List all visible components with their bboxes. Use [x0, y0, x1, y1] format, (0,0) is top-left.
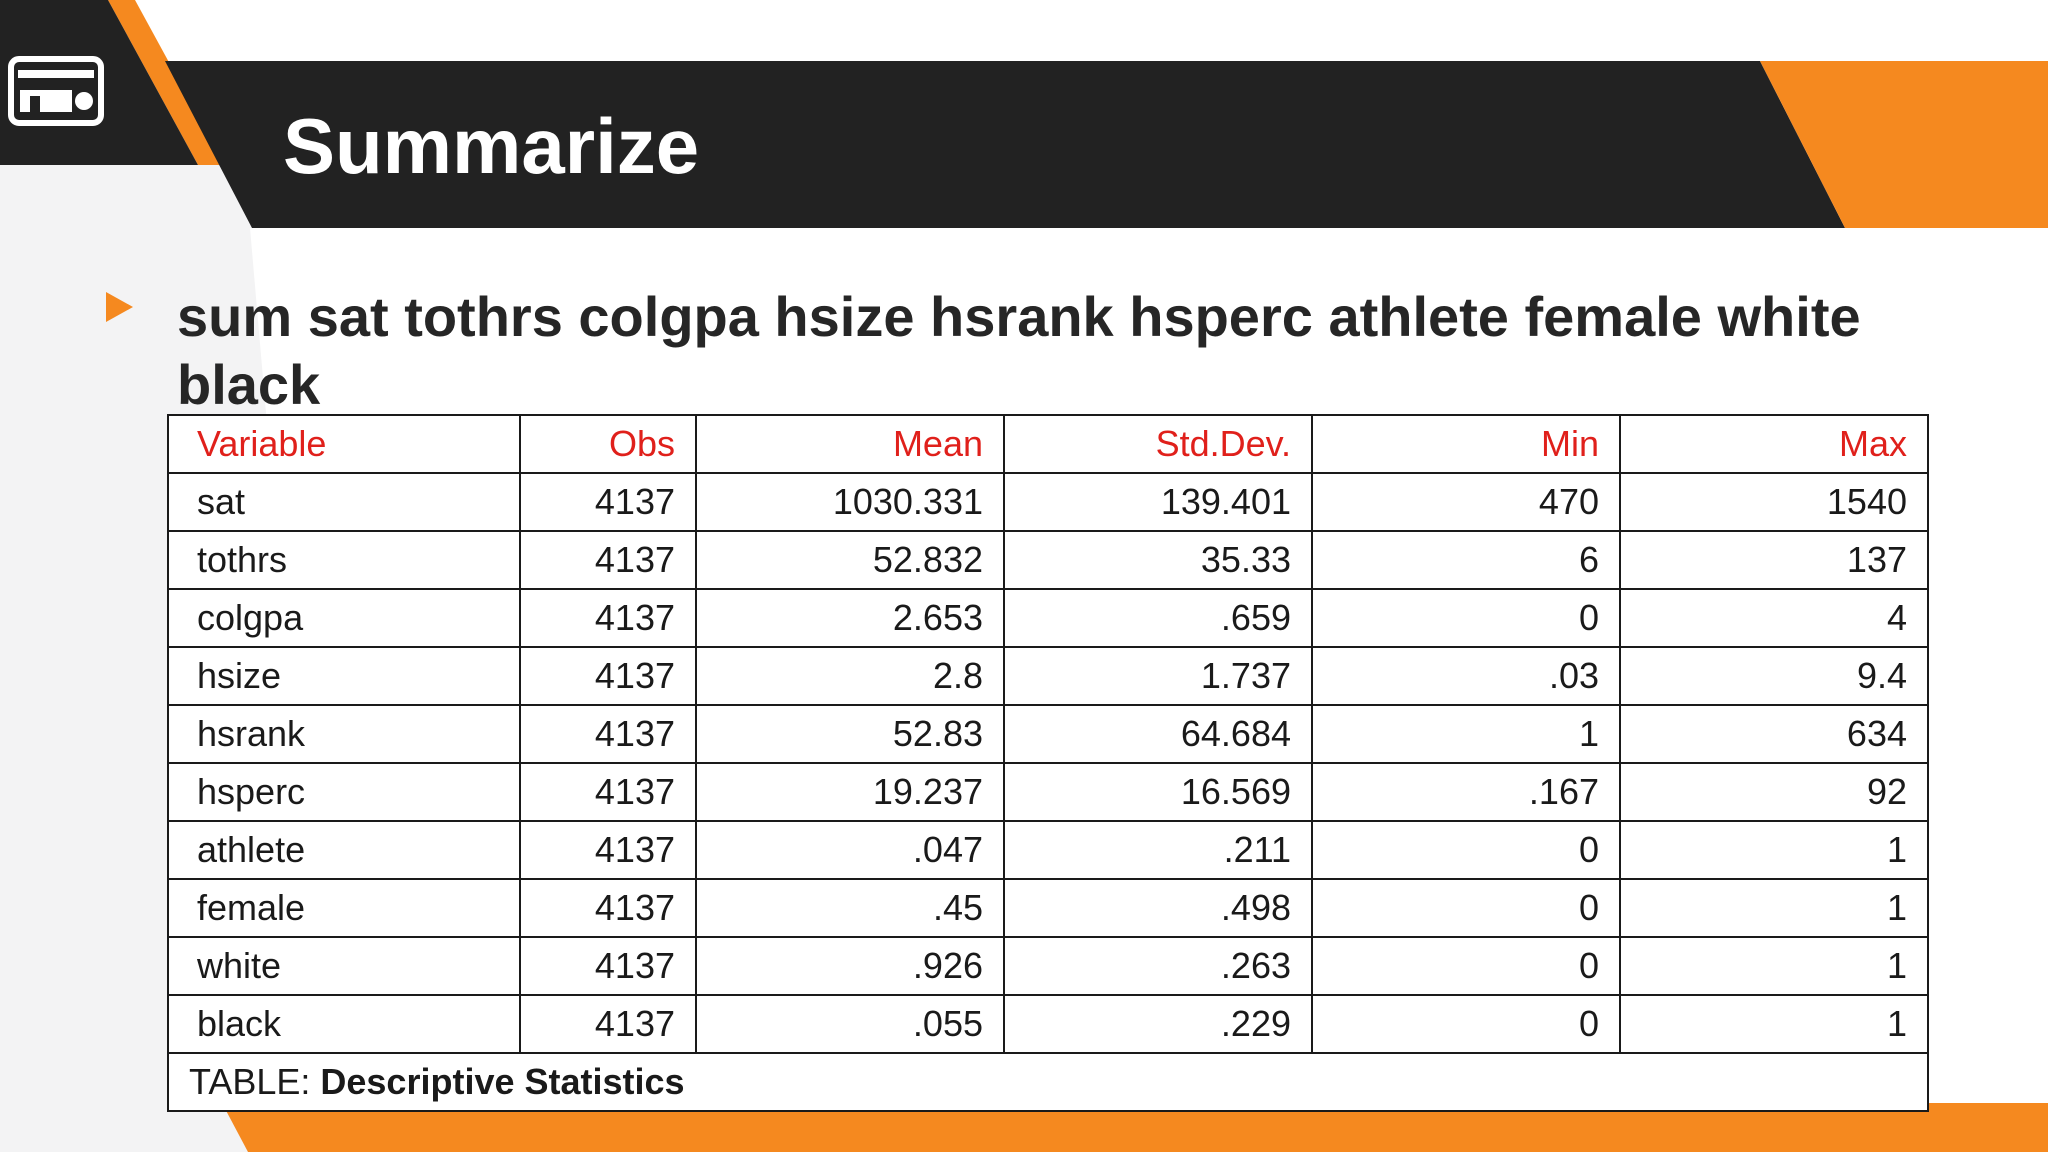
slide-title: Summarize: [283, 102, 700, 190]
column-header: Mean: [695, 414, 1005, 474]
min-cell: .167: [1311, 762, 1621, 822]
mean-cell: .45: [695, 878, 1005, 938]
column-header: Max: [1619, 414, 1929, 474]
column-header: Obs: [519, 414, 697, 474]
column-header: Std.Dev.: [1003, 414, 1313, 474]
max-cell: 1: [1619, 820, 1929, 880]
orange-top-left-stripe: [108, 0, 225, 165]
mean-cell: 2.8: [695, 646, 1005, 706]
mean-cell: 52.832: [695, 530, 1005, 590]
table-row: black 4137 .055 .229 0 1: [167, 994, 1929, 1054]
bullet-arrow-icon: [106, 292, 133, 322]
min-cell: 0: [1311, 994, 1621, 1054]
std-dev-cell: 16.569: [1003, 762, 1313, 822]
table-row: hsperc 4137 19.237 16.569 .167 92: [167, 762, 1929, 822]
variable-cell: hsize: [167, 646, 521, 706]
min-cell: 1: [1311, 704, 1621, 764]
max-cell: 1: [1619, 994, 1929, 1054]
std-dev-cell: .659: [1003, 588, 1313, 648]
max-cell: 4: [1619, 588, 1929, 648]
std-dev-cell: .211: [1003, 820, 1313, 880]
obs-cell: 4137: [519, 646, 697, 706]
table-row: hsize 4137 2.8 1.737 .03 9.4: [167, 646, 1929, 706]
mean-cell: 1030.331: [695, 472, 1005, 532]
table-row: sat 4137 1030.331 139.401 470 1540: [167, 472, 1929, 532]
mean-cell: .055: [695, 994, 1005, 1054]
max-cell: 634: [1619, 704, 1929, 764]
obs-cell: 4137: [519, 762, 697, 822]
min-cell: 0: [1311, 588, 1621, 648]
std-dev-cell: .263: [1003, 936, 1313, 996]
stata-command: sum sat tothrs colgpa hsize hsrank hsper…: [177, 285, 1861, 416]
mean-cell: 52.83: [695, 704, 1005, 764]
std-dev-cell: 139.401: [1003, 472, 1313, 532]
variable-cell: athlete: [167, 820, 521, 880]
table-caption: TABLE: Descriptive Statistics: [167, 1052, 1929, 1112]
obs-cell: 4137: [519, 530, 697, 590]
orange-bottom-stripe: [222, 1103, 2048, 1152]
std-dev-cell: .229: [1003, 994, 1313, 1054]
dark-title-band: [165, 61, 1845, 228]
min-cell: .03: [1311, 646, 1621, 706]
column-header: Min: [1311, 414, 1621, 474]
variable-cell: hsrank: [167, 704, 521, 764]
table-row: athlete 4137 .047 .211 0 1: [167, 820, 1929, 880]
card-icon: [8, 56, 104, 126]
obs-cell: 4137: [519, 820, 697, 880]
obs-cell: 4137: [519, 936, 697, 996]
table-header-row: Variable Obs Mean Std.Dev. Min Max: [167, 414, 1929, 474]
min-cell: 0: [1311, 878, 1621, 938]
orange-right-accent: [1760, 61, 2048, 228]
variable-cell: tothrs: [167, 530, 521, 590]
table-row: tothrs 4137 52.832 35.33 6 137: [167, 530, 1929, 590]
table-row: female 4137 .45 .498 0 1: [167, 878, 1929, 938]
column-header: Variable: [167, 414, 521, 474]
descriptive-statistics-table: Variable Obs Mean Std.Dev. Min Max sat 4…: [167, 414, 1929, 1112]
table-row: white 4137 .926 .263 0 1: [167, 936, 1929, 996]
variable-cell: colgpa: [167, 588, 521, 648]
obs-cell: 4137: [519, 994, 697, 1054]
variable-cell: sat: [167, 472, 521, 532]
table-row: hsrank 4137 52.83 64.684 1 634: [167, 704, 1929, 764]
max-cell: 1: [1619, 878, 1929, 938]
std-dev-cell: 1.737: [1003, 646, 1313, 706]
variable-cell: hsperc: [167, 762, 521, 822]
mean-cell: .926: [695, 936, 1005, 996]
caption-prefix: TABLE:: [189, 1061, 321, 1102]
std-dev-cell: 64.684: [1003, 704, 1313, 764]
obs-cell: 4137: [519, 588, 697, 648]
obs-cell: 4137: [519, 472, 697, 532]
max-cell: 1: [1619, 936, 1929, 996]
obs-cell: 4137: [519, 878, 697, 938]
std-dev-cell: 35.33: [1003, 530, 1313, 590]
mean-cell: .047: [695, 820, 1005, 880]
table-row: colgpa 4137 2.653 .659 0 4: [167, 588, 1929, 648]
mean-cell: 2.653: [695, 588, 1005, 648]
obs-cell: 4137: [519, 704, 697, 764]
mean-cell: 19.237: [695, 762, 1005, 822]
caption-title: Descriptive Statistics: [320, 1061, 685, 1102]
variable-cell: black: [167, 994, 521, 1054]
max-cell: 92: [1619, 762, 1929, 822]
variable-cell: female: [167, 878, 521, 938]
min-cell: 470: [1311, 472, 1621, 532]
table-caption-row: TABLE: Descriptive Statistics: [167, 1052, 1929, 1112]
min-cell: 6: [1311, 530, 1621, 590]
min-cell: 0: [1311, 820, 1621, 880]
std-dev-cell: .498: [1003, 878, 1313, 938]
min-cell: 0: [1311, 936, 1621, 996]
variable-cell: white: [167, 936, 521, 996]
max-cell: 1540: [1619, 472, 1929, 532]
max-cell: 9.4: [1619, 646, 1929, 706]
max-cell: 137: [1619, 530, 1929, 590]
